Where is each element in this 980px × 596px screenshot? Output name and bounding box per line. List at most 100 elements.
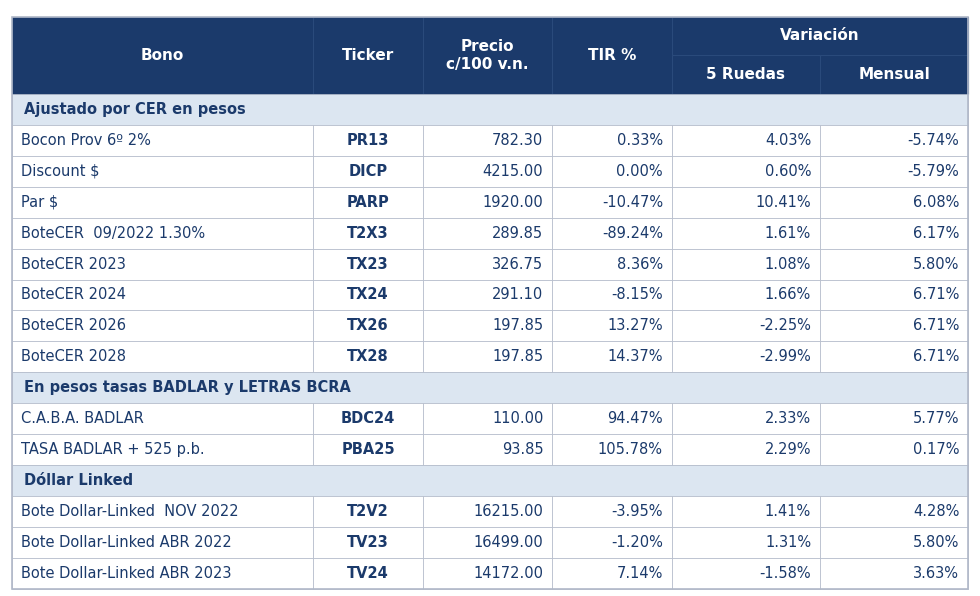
Text: C.A.B.A. BADLAR: C.A.B.A. BADLAR [21,411,143,426]
Text: 2.29%: 2.29% [764,442,811,457]
Bar [12,125,313,156]
Text: DICP: DICP [349,164,388,179]
Bar [12,558,313,589]
Bar [12,434,313,465]
Text: -2.99%: -2.99% [760,349,811,364]
Bar [313,187,423,218]
Bar [671,434,820,465]
Bar [12,280,313,311]
Text: PR13: PR13 [347,133,389,148]
Text: Bote Dollar-Linked  NOV 2022: Bote Dollar-Linked NOV 2022 [21,504,238,519]
Bar [552,17,671,94]
Text: 8.36%: 8.36% [616,256,662,272]
Bar [820,125,968,156]
Bar [313,403,423,434]
Text: PBA25: PBA25 [341,442,395,457]
Text: -8.15%: -8.15% [612,287,662,303]
Bar [12,465,968,496]
Text: 1.08%: 1.08% [764,256,811,272]
Text: 14172.00: 14172.00 [473,566,543,581]
Text: 13.27%: 13.27% [608,318,662,333]
Text: -1.20%: -1.20% [612,535,662,550]
Text: -1.58%: -1.58% [760,566,811,581]
Bar [313,311,423,342]
Text: 6.71%: 6.71% [913,349,959,364]
Bar [671,558,820,589]
Text: 197.85: 197.85 [492,318,543,333]
Text: 16215.00: 16215.00 [473,504,543,519]
Text: BoteCER 2026: BoteCER 2026 [21,318,125,333]
Text: 291.10: 291.10 [492,287,543,303]
Text: 1.66%: 1.66% [765,287,811,303]
Bar [423,496,552,527]
Bar [552,311,671,342]
Bar [552,496,671,527]
Bar [671,55,820,94]
Bar [820,496,968,527]
Bar [423,280,552,311]
Text: 6.71%: 6.71% [913,287,959,303]
Text: 0.60%: 0.60% [764,164,811,179]
Bar [820,156,968,187]
Text: 0.00%: 0.00% [616,164,662,179]
Text: 105.78%: 105.78% [598,442,662,457]
Bar [423,527,552,558]
Text: Variación: Variación [780,29,859,44]
Bar [671,311,820,342]
Bar [671,342,820,372]
Text: TX23: TX23 [347,256,389,272]
Bar [671,17,968,55]
Bar [313,527,423,558]
Bar [552,218,671,249]
Text: -89.24%: -89.24% [602,226,662,241]
Text: 1920.00: 1920.00 [482,195,543,210]
Text: 5.80%: 5.80% [913,535,959,550]
Bar [423,403,552,434]
Bar [313,558,423,589]
Bar [313,496,423,527]
Text: 326.75: 326.75 [492,256,543,272]
Text: 2.33%: 2.33% [765,411,811,426]
Text: 1.31%: 1.31% [765,535,811,550]
Bar [671,156,820,187]
Text: 6.71%: 6.71% [913,318,959,333]
Text: TIR %: TIR % [588,48,636,63]
Bar [12,94,968,125]
Bar [552,434,671,465]
Text: TV24: TV24 [347,566,389,581]
Text: 4.28%: 4.28% [913,504,959,519]
Bar [313,342,423,372]
Bar [671,125,820,156]
Bar [313,249,423,280]
Bar [313,218,423,249]
Text: -3.95%: -3.95% [612,504,662,519]
Text: 197.85: 197.85 [492,349,543,364]
Text: 10.41%: 10.41% [756,195,811,210]
Bar [423,558,552,589]
Bar [671,496,820,527]
Bar [423,311,552,342]
Text: 0.33%: 0.33% [616,133,662,148]
Text: -5.79%: -5.79% [907,164,959,179]
Bar [423,218,552,249]
Text: TASA BADLAR + 525 p.b.: TASA BADLAR + 525 p.b. [21,442,204,457]
Text: Par $: Par $ [21,195,58,210]
Bar [820,527,968,558]
Text: 6.08%: 6.08% [913,195,959,210]
Bar [671,527,820,558]
Text: Bote Dollar-Linked ABR 2023: Bote Dollar-Linked ABR 2023 [21,566,231,581]
Bar [423,17,552,94]
Text: Ajustado por CER en pesos: Ajustado por CER en pesos [24,102,245,117]
Text: TX28: TX28 [347,349,389,364]
Bar [552,342,671,372]
Bar [671,249,820,280]
Text: 5 Ruedas: 5 Ruedas [707,67,785,82]
Bar [552,403,671,434]
Bar [820,249,968,280]
Bar [12,403,313,434]
Bar [423,156,552,187]
Text: Bote Dollar-Linked ABR 2022: Bote Dollar-Linked ABR 2022 [21,535,231,550]
Bar [12,249,313,280]
Bar [671,403,820,434]
Bar [552,125,671,156]
